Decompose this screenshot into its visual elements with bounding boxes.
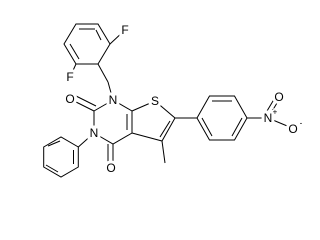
atom-label: N — [109, 93, 118, 107]
atom-label: O — [274, 90, 283, 104]
atom-label: O — [288, 122, 297, 136]
atom-label: N — [264, 111, 273, 125]
molecule: F F N O N O S N O O + - — [43, 20, 304, 178]
atom-label: S — [151, 94, 159, 108]
charge: + — [273, 108, 278, 117]
atom-label: O — [106, 161, 115, 175]
page: F F N O N O S N O O + - (() => { const d… — [43, 20, 304, 178]
charge: - — [300, 119, 303, 128]
atom-label: O — [65, 92, 74, 106]
atom-labels: F F N O N O S N O O + - — [62, 20, 304, 178]
bonds — [43, 23, 293, 178]
atom-label: F — [66, 70, 73, 84]
atom-label: F — [121, 23, 128, 37]
atom-label: N — [90, 126, 99, 140]
